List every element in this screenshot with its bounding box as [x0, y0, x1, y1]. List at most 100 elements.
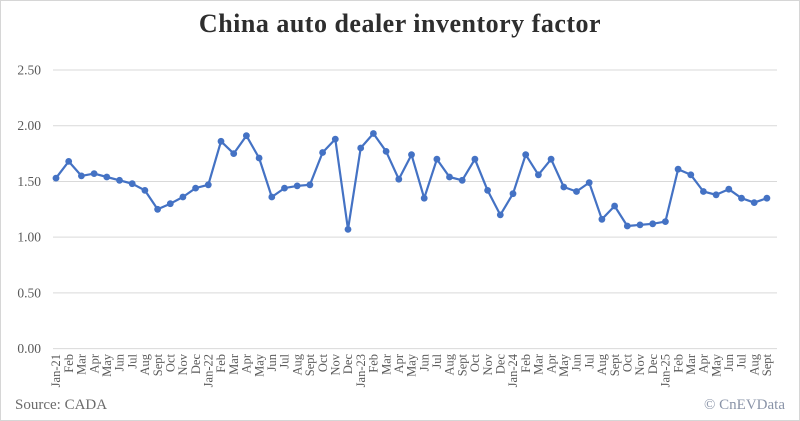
x-tick-label: May: [709, 353, 723, 377]
x-tick-label: Jul: [735, 353, 749, 368]
x-tick-label: Apr: [87, 353, 101, 373]
x-tick-label: Nov: [328, 353, 342, 375]
x-tick-label: Aug: [595, 353, 609, 375]
data-point: [496, 211, 504, 219]
x-tick-label: Nov: [633, 353, 647, 375]
data-point: [623, 222, 631, 230]
data-point: [446, 173, 453, 181]
x-tick-label: Sept: [303, 353, 317, 376]
data-point: [598, 215, 606, 223]
x-tick-label: Jan-24: [506, 353, 520, 387]
data-point: [674, 165, 682, 173]
data-point: [166, 200, 174, 208]
data-point: [687, 171, 695, 179]
x-tick-label: Sept: [151, 353, 165, 376]
x-tick-label: Aug: [290, 353, 304, 375]
x-tick-label: Mar: [75, 353, 89, 375]
x-tick-label: May: [252, 353, 266, 377]
credit-label: © CnEVData: [704, 397, 785, 413]
y-tick-label: 0.50: [17, 285, 41, 300]
data-point: [560, 183, 568, 191]
data-point: [204, 181, 212, 189]
data-point: [293, 182, 301, 190]
x-tick-label: Oct: [163, 353, 177, 372]
x-tick-label: Feb: [671, 354, 685, 373]
data-point: [547, 155, 555, 163]
data-point: [725, 185, 733, 193]
x-tick-label: Jan-21: [49, 354, 63, 387]
x-tick-label: Apr: [544, 353, 558, 373]
data-point: [395, 175, 403, 183]
data-point: [141, 187, 149, 194]
y-tick-label: 2.50: [17, 63, 41, 78]
data-point: [433, 155, 441, 163]
chart-title: China auto dealer inventory factor: [198, 9, 602, 38]
data-point: [103, 173, 111, 181]
x-tick-label: Jun: [417, 353, 431, 371]
x-tick-label: Jun: [265, 353, 279, 371]
x-tick-label: Feb: [214, 354, 228, 373]
source-label: Source: CADA: [15, 397, 108, 413]
y-tick-label: 0.00: [17, 341, 41, 356]
data-point: [52, 174, 60, 182]
data-point: [268, 193, 276, 201]
data-point: [535, 171, 542, 179]
data-point: [357, 144, 365, 152]
y-tick-label: 2.00: [17, 118, 41, 133]
x-tick-label: Nov: [176, 353, 190, 375]
x-tick-label: Jul: [430, 353, 444, 368]
x-tick-label: Apr: [392, 353, 406, 373]
x-tick-label: May: [557, 353, 571, 377]
x-tick-label: Oct: [316, 353, 330, 372]
x-tick-label: Sept: [760, 353, 774, 376]
x-tick-label: Aug: [747, 353, 761, 375]
x-tick-label: Jun: [722, 353, 736, 371]
y-tick-label: 1.00: [17, 230, 41, 245]
data-point: [128, 180, 136, 188]
x-tick-label: Oct: [468, 353, 482, 372]
data-point: [750, 199, 758, 207]
data-point: [573, 188, 580, 195]
data-point: [420, 194, 428, 202]
data-point: [306, 181, 314, 189]
data-point: [738, 194, 745, 202]
data-point: [636, 221, 644, 229]
x-tick-label: Apr: [240, 353, 254, 373]
data-point: [700, 188, 707, 195]
data-point: [217, 137, 225, 145]
x-tick-label: Jan-25: [659, 354, 673, 387]
data-point: [243, 132, 250, 140]
y-tick-label: 1.50: [17, 174, 41, 189]
x-tick-label: Dec: [189, 354, 203, 375]
data-point: [370, 130, 377, 137]
x-tick-label: Mar: [532, 353, 546, 375]
data-point: [471, 155, 479, 163]
data-point: [509, 190, 517, 198]
data-point: [65, 158, 73, 165]
x-tick-label: Mar: [379, 353, 393, 375]
data-point: [382, 148, 390, 155]
x-tick-label: Jun: [113, 353, 127, 371]
data-point: [331, 135, 339, 143]
data-point: [192, 184, 200, 192]
data-point: [230, 150, 238, 158]
x-tick-label: Mar: [684, 353, 698, 375]
x-tick-label: Sept: [455, 353, 469, 376]
x-tick-label: Feb: [519, 354, 533, 373]
data-point: [662, 218, 669, 226]
x-tick-label: Jun: [570, 353, 584, 371]
x-tick-label: May: [100, 353, 114, 377]
x-tick-label: Jan-23: [354, 354, 368, 387]
data-point: [90, 170, 98, 178]
data-point: [763, 194, 771, 202]
data-point: [484, 187, 491, 194]
x-tick-label: Dec: [646, 354, 660, 375]
x-tick-label: Oct: [620, 353, 634, 372]
data-point: [281, 184, 288, 192]
data-point: [649, 220, 657, 228]
data-point: [458, 176, 466, 184]
x-tick-label: Jan-22: [202, 354, 216, 387]
data-point: [522, 151, 530, 159]
